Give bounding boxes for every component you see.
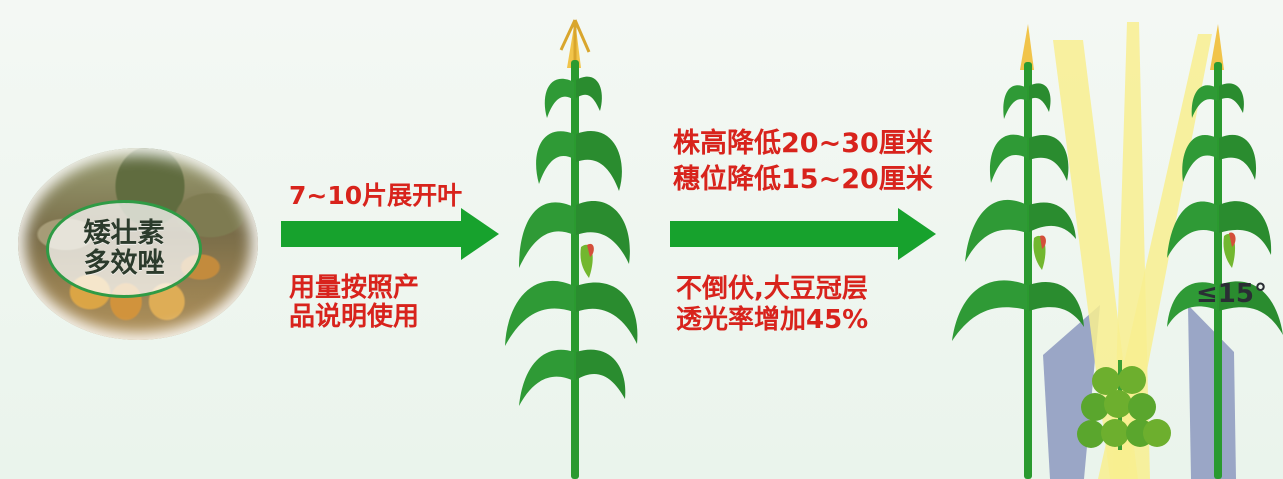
step2-arrow	[670, 208, 936, 260]
step2-bottom-line-1: 不倒伏,大豆冠层	[676, 274, 868, 304]
step2-bottom-line-2: 透光率增加45%	[676, 305, 869, 336]
step1-arrow	[281, 208, 499, 260]
step1-top-text: 7~10片展开叶	[289, 181, 463, 210]
step2-top-line-2: 穗位降低15~20厘米	[673, 164, 933, 196]
angle-label: ≤15°	[1196, 279, 1267, 309]
corn-plant-icon	[505, 19, 638, 479]
step1-bottom-line-1: 用量按照产	[289, 273, 420, 303]
step2-top-line-1: 株高降低20~30厘米	[673, 128, 933, 159]
soybean-plant-icon	[1077, 360, 1171, 450]
step1-bottom-line-2: 品说明使用	[289, 301, 420, 332]
badge-line-1: 矮壮素	[83, 218, 165, 250]
chemical-badge: 矮壮素 多效唑	[46, 200, 202, 298]
intercrop-result-scene	[952, 22, 1283, 479]
stalk-shape	[571, 60, 579, 479]
badge-line-2: 多效唑	[83, 248, 165, 279]
right-shadow-shape	[1188, 305, 1236, 479]
right-corn-plant-icon	[1167, 24, 1283, 479]
left-corn-plant-icon	[952, 24, 1084, 479]
